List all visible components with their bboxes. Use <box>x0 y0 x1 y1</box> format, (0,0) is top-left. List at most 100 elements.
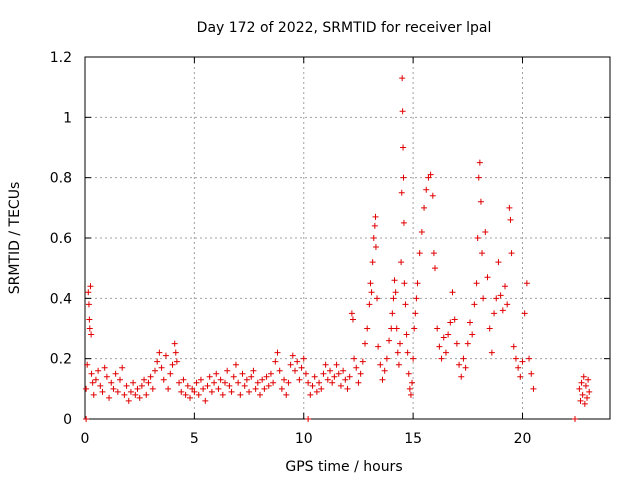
data-point <box>300 355 307 362</box>
data-point <box>401 280 408 287</box>
data-point <box>197 376 204 383</box>
data-point <box>88 331 95 338</box>
data-point <box>147 373 154 380</box>
data-point <box>152 367 158 374</box>
data-point <box>386 337 393 344</box>
data-point <box>351 355 358 362</box>
data-point <box>114 388 121 395</box>
data-point <box>173 358 180 365</box>
data-point <box>572 416 578 422</box>
y-tick-label: 0.8 <box>50 171 72 187</box>
data-point <box>156 349 163 356</box>
data-point <box>416 250 423 257</box>
data-point <box>507 216 514 223</box>
data-point <box>250 367 257 374</box>
data-point <box>584 394 591 401</box>
data-point <box>484 274 491 281</box>
data-point <box>451 316 458 323</box>
data-point <box>287 361 294 368</box>
data-point <box>184 382 191 389</box>
data-point <box>204 382 211 389</box>
y-axis-label: SRMTID / TECUs <box>7 182 23 295</box>
data-point <box>108 379 115 386</box>
data-point <box>285 379 292 386</box>
data-point <box>493 295 500 302</box>
data-point <box>523 280 530 287</box>
data-point <box>372 213 379 220</box>
data-point <box>235 379 242 386</box>
y-tick-label: 0.6 <box>50 231 72 247</box>
data-point <box>292 367 298 374</box>
data-point <box>393 325 400 332</box>
data-point <box>127 388 134 395</box>
data-point <box>86 316 93 323</box>
data-point <box>392 289 399 296</box>
data-point <box>506 204 513 211</box>
data-point <box>132 391 139 398</box>
data-point <box>403 331 410 338</box>
data-point <box>239 370 246 377</box>
data-point <box>99 388 106 395</box>
data-point <box>377 361 384 368</box>
chart-title: Day 172 of 2022, SRMTID for receiver lpa… <box>197 20 492 36</box>
data-point <box>97 382 104 389</box>
data-point <box>586 388 593 395</box>
data-point <box>154 358 161 365</box>
data-point <box>222 379 228 386</box>
data-point <box>331 373 338 380</box>
data-point <box>208 388 215 395</box>
data-point <box>136 394 143 401</box>
data-point <box>400 144 407 151</box>
data-point <box>578 379 585 386</box>
data-point <box>497 292 504 299</box>
data-point <box>309 382 316 389</box>
data-point <box>488 349 495 356</box>
data-point <box>101 364 108 371</box>
data-point <box>89 379 96 386</box>
data-point <box>440 334 447 341</box>
data-point <box>119 364 126 371</box>
grid <box>85 57 610 419</box>
data-point <box>400 219 407 226</box>
data-point <box>158 364 165 371</box>
data-point <box>248 373 255 380</box>
data-point <box>580 373 587 380</box>
data-point <box>413 295 420 302</box>
data-point <box>469 331 476 338</box>
axis-ticks: 0 0.2 0.4 0.6 0.8 1 1.2 0 5 10 15 20 <box>50 50 610 447</box>
y-tick-label: 0.2 <box>50 352 72 368</box>
data-point <box>83 385 90 392</box>
data-point <box>400 174 407 181</box>
data-point <box>281 376 288 383</box>
data-point <box>313 388 320 395</box>
data-point <box>374 295 381 302</box>
y-tick-label: 0 <box>63 412 72 428</box>
data-point <box>528 370 535 377</box>
data-point <box>83 416 90 422</box>
data-point <box>362 340 368 347</box>
data-point <box>471 301 478 308</box>
data-point <box>398 189 405 196</box>
data-point <box>357 370 364 377</box>
data-point <box>445 331 452 338</box>
data-point <box>329 379 336 386</box>
data-point <box>436 343 443 350</box>
data-point <box>307 391 314 398</box>
data-point <box>121 391 128 398</box>
data-point <box>88 370 95 377</box>
data-point <box>430 250 437 257</box>
data-point <box>230 373 237 380</box>
data-point <box>138 382 145 389</box>
data-point <box>296 376 303 383</box>
data-point <box>335 370 342 377</box>
data-point <box>87 283 94 290</box>
data-point <box>226 382 233 389</box>
data-point <box>254 379 261 386</box>
data-point <box>349 316 356 323</box>
data-point <box>90 391 97 398</box>
data-point <box>224 367 231 374</box>
data-point <box>149 385 156 392</box>
data-point <box>337 382 344 389</box>
data-point <box>421 204 428 211</box>
data-point <box>460 355 467 362</box>
